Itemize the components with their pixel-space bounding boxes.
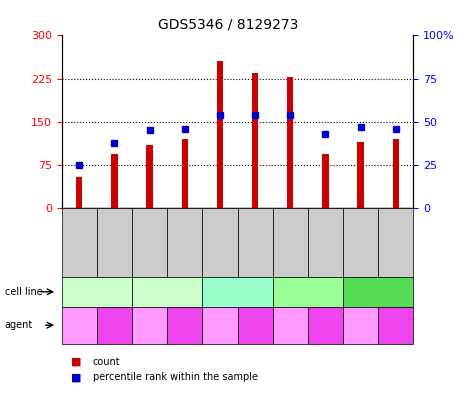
Text: inactive
JQ1: inactive JQ1 [382,319,409,332]
Text: GSM1234972: GSM1234972 [147,218,152,267]
Text: D283: D283 [224,287,251,297]
Text: GSM1234977: GSM1234977 [323,218,328,267]
Bar [392,139,399,208]
Text: inactive
JQ1: inactive JQ1 [241,319,269,332]
Text: GSM1234971: GSM1234971 [112,218,117,267]
Text: percentile rank within the sample: percentile rank within the sample [93,372,257,382]
Text: active
JQ1: active JQ1 [280,319,301,332]
Text: inactive
JQ1: inactive JQ1 [312,319,339,332]
Text: GSM1234974: GSM1234974 [217,218,223,267]
Text: GSM1234978: GSM1234978 [358,218,363,267]
Bar [111,154,118,208]
Text: active
JQ1: active JQ1 [350,319,371,332]
Bar [357,142,364,208]
Text: D458: D458 [294,287,322,297]
Text: active
JQ1: active JQ1 [139,319,160,332]
Text: agent: agent [5,320,33,330]
Text: inactive
JQ1: inactive JQ1 [101,319,128,332]
Text: GSM1234979: GSM1234979 [393,218,399,267]
Bar [217,61,223,208]
Bar [322,154,329,208]
Text: cell line: cell line [5,287,42,297]
Text: active
JQ1: active JQ1 [69,319,90,332]
Text: GDS5346 / 8129273: GDS5346 / 8129273 [158,18,298,32]
Text: inactive
JQ1: inactive JQ1 [171,319,199,332]
Text: ■: ■ [71,372,82,382]
Bar [287,77,294,208]
Text: ■: ■ [71,356,82,367]
Text: count: count [93,356,120,367]
Text: GSM1234976: GSM1234976 [287,218,293,267]
Bar [146,145,153,208]
Text: MB002: MB002 [79,287,115,297]
Text: GSM1234973: GSM1234973 [182,218,188,267]
Text: active
JQ1: active JQ1 [209,319,230,332]
Text: D556: D556 [364,287,392,297]
Bar [181,139,188,208]
Text: GSM1234975: GSM1234975 [252,218,258,267]
Bar [76,176,83,208]
Text: GSM1234970: GSM1234970 [76,218,82,267]
Text: MB004: MB004 [149,287,185,297]
Bar [252,73,258,208]
